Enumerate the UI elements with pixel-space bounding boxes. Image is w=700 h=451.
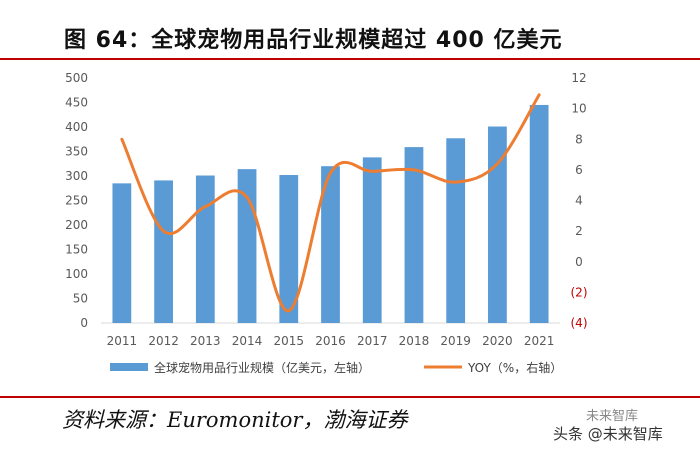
bar-2016 bbox=[321, 166, 340, 323]
yoy-series-line bbox=[120, 93, 541, 313]
bar-2018 bbox=[404, 147, 424, 323]
bar-2011 bbox=[112, 183, 132, 323]
right-axis-tick-label: 8 bbox=[575, 132, 583, 146]
right-axis-tick-label: 10 bbox=[571, 102, 586, 116]
bar-2015 bbox=[279, 175, 299, 323]
right-axis-tick-label: (2) bbox=[571, 285, 588, 299]
x-axis-tick-label: 2020 bbox=[482, 334, 513, 348]
left-axis-tick-label: 300 bbox=[65, 169, 88, 183]
title-bar: 图 64：全球宠物用品行业规模超过 400 亿美元 bbox=[0, 0, 700, 58]
left-axis-tick-label: 350 bbox=[65, 145, 88, 159]
x-axis-tick-label: 2019 bbox=[440, 334, 471, 348]
x-axis-tick-label: 2013 bbox=[190, 334, 221, 348]
x-axis-tick-label: 2014 bbox=[232, 334, 263, 348]
legend-bar-label: 全球宠物用品行业规模（亿美元，左轴） bbox=[154, 360, 370, 375]
left-axis-tick-label: 400 bbox=[65, 120, 88, 134]
right-axis-tick-label: 0 bbox=[575, 255, 583, 269]
left-axis-tick-label: 450 bbox=[65, 96, 88, 110]
watermark-top-text: 未来智库 bbox=[586, 409, 639, 424]
chart-svg: 0 50 100 150 200 250 300 350 400 450 500 12 10 8 6 4 2 0 (… bbox=[65, 71, 588, 375]
left-axis-tick-label: 250 bbox=[65, 194, 88, 208]
left-axis-tick-label: 0 bbox=[80, 316, 88, 330]
legend-line-label: YOY（%，右轴） bbox=[467, 360, 562, 375]
bar-2013 bbox=[195, 175, 215, 323]
left-axis-tick-label: 200 bbox=[65, 218, 88, 232]
left-axis-tick-label: 100 bbox=[65, 267, 88, 281]
left-axis-tick-label: 150 bbox=[65, 243, 88, 257]
bar-2020 bbox=[488, 126, 507, 323]
x-axis-tick-label: 2015 bbox=[273, 334, 304, 348]
right-axis-tick-label: (4) bbox=[571, 316, 588, 330]
bar-2012 bbox=[154, 180, 173, 323]
x-axis-tick-label: 2018 bbox=[399, 334, 430, 348]
x-axis-tick-label: 2017 bbox=[357, 334, 388, 348]
legend-bar-swatch bbox=[110, 363, 148, 371]
chart-container: 0 50 100 150 200 250 300 350 400 450 500 12 10 8 6 4 2 0 (… bbox=[58, 64, 642, 394]
figure-title: 图 64：全球宠物用品行业规模超过 400 亿美元 bbox=[64, 28, 563, 53]
right-axis-tick-label: 12 bbox=[571, 71, 586, 85]
right-axis-tick-label: 2 bbox=[575, 224, 583, 238]
x-axis-tick-label: 2011 bbox=[107, 334, 138, 348]
bar-2017 bbox=[362, 157, 382, 323]
bar-2021 bbox=[529, 104, 549, 323]
left-axis-tick-label: 50 bbox=[73, 292, 88, 306]
right-axis-tick-label: 4 bbox=[575, 194, 583, 208]
x-axis-tick-label: 2016 bbox=[315, 334, 346, 348]
watermark-brand: 头条 @未来智库 bbox=[553, 425, 663, 443]
right-axis-tick-label: 6 bbox=[575, 163, 583, 177]
top-divider bbox=[0, 58, 700, 60]
x-axis-tick-label: 2021 bbox=[524, 334, 555, 348]
left-axis-tick-label: 500 bbox=[65, 71, 88, 85]
bar-2019 bbox=[446, 138, 466, 323]
x-axis-tick-label: 2012 bbox=[148, 334, 179, 348]
bottom-divider bbox=[0, 396, 700, 398]
source-note: 资料来源：Euromonitor，渤海证券 bbox=[62, 408, 408, 432]
